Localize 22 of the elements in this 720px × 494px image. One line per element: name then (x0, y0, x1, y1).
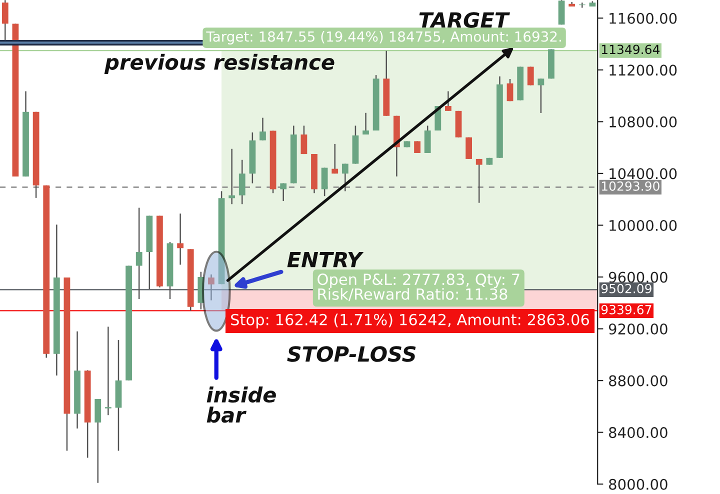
y-tick-label: 8800.00 (609, 375, 668, 386)
annotation: inside bar (206, 386, 276, 423)
y-tick-label: 8400.00 (609, 427, 668, 438)
ref-line-label: 11349.64 (602, 44, 660, 54)
y-tick-label: 8000.00 (609, 478, 668, 490)
annotation: Target: 1847.55 (19.44%) 184755, Amount: 16932. (206, 31, 561, 44)
annotation: TARGET (419, 12, 510, 28)
y-tick-label: 11600.00 (610, 12, 677, 24)
annotation: previous resistance (104, 54, 334, 74)
y-tick-label: 10800.00 (610, 116, 677, 128)
annotation: STOP-LOSS (287, 346, 416, 362)
annotation: Open P&L: 2777.83, Qty: 7 Risk/Reward Ratio: 11.38 (318, 274, 520, 302)
ref-line-label: 9339.67 (601, 304, 652, 314)
ref-line-label: 10293.90 (602, 181, 660, 191)
y-tick-label: 10000.00 (610, 220, 677, 231)
y-tick-label: 10400.00 (610, 168, 677, 180)
ref-line-label: 9502.09 (601, 284, 652, 294)
annotation: Stop: 162.42 (1.71%) 16242, Amount: 2863.06 (231, 314, 590, 328)
y-tick-label: 11200.00 (610, 64, 677, 76)
y-tick-label: 9600.00 (608, 272, 668, 283)
annotation: ENTRY (287, 252, 364, 268)
y-tick-label: 9200.00 (608, 324, 668, 335)
